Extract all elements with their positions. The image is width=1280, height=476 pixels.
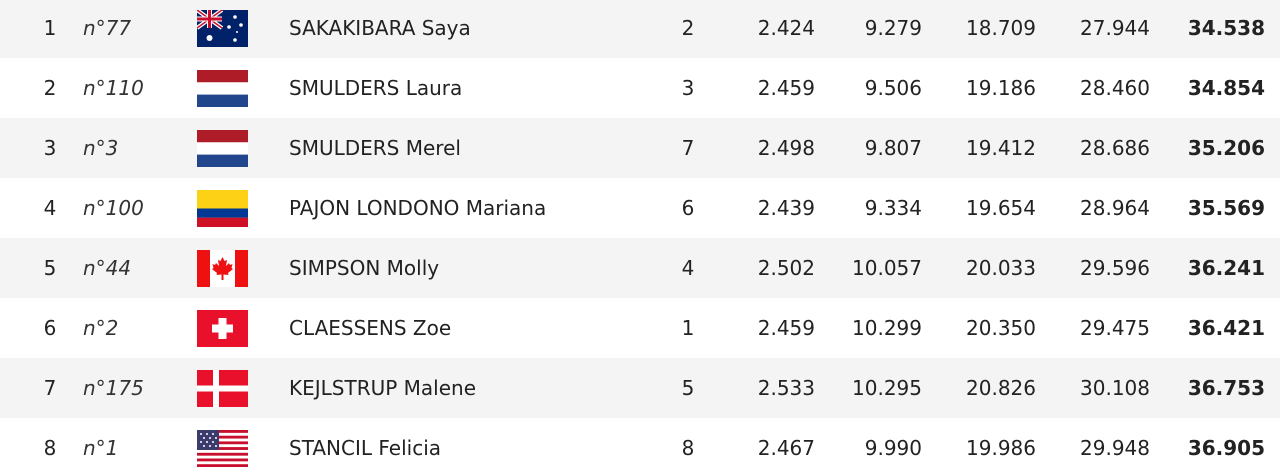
flag bbox=[197, 310, 248, 347]
split-time: 30.108 bbox=[1080, 376, 1150, 400]
flag bbox=[197, 250, 248, 287]
bib-number: n°110 bbox=[83, 76, 144, 100]
rank: 1 bbox=[43, 16, 57, 40]
flag bbox=[197, 130, 248, 167]
result-row: 3 n°3 SMULDERS Merel 7 2.498 9.807 19.412 28.68… bbox=[0, 118, 1280, 178]
rider-name: SMULDERS Merel bbox=[289, 136, 461, 160]
split-time: 10.299 bbox=[852, 316, 922, 340]
total-time: 34.854 bbox=[1187, 76, 1265, 100]
split-time: 2.498 bbox=[757, 136, 815, 160]
split-time: 9.807 bbox=[864, 136, 922, 160]
lane: 4 bbox=[681, 256, 695, 280]
split-time: 29.475 bbox=[1080, 316, 1150, 340]
split-time: 19.186 bbox=[966, 76, 1036, 100]
split-time: 28.686 bbox=[1080, 136, 1150, 160]
result-row: 1 n°77 SAKAKIBARA Saya 2 2.424 9.279 18.709 27.… bbox=[0, 0, 1280, 58]
split-time: 2.459 bbox=[757, 316, 815, 340]
rider-name: SIMPSON Molly bbox=[289, 256, 440, 280]
lane: 2 bbox=[681, 16, 695, 40]
bib-number: n°175 bbox=[83, 376, 144, 400]
total-time: 35.569 bbox=[1187, 196, 1265, 220]
rider-name: KEJLSTRUP Malene bbox=[289, 376, 477, 400]
split-time: 29.596 bbox=[1080, 256, 1150, 280]
total-time: 36.421 bbox=[1187, 316, 1265, 340]
result-row: 7 n°175 KEJLSTRUP Malene 5 2.533 10.295 20.826… bbox=[0, 358, 1280, 418]
bib-number: n°77 bbox=[83, 16, 132, 40]
split-time: 2.459 bbox=[757, 76, 815, 100]
split-time: 2.439 bbox=[757, 196, 815, 220]
bib-number: n°1 bbox=[83, 436, 119, 460]
total-time: 35.206 bbox=[1187, 136, 1265, 160]
split-time: 20.033 bbox=[966, 256, 1036, 280]
total-time: 36.241 bbox=[1187, 256, 1265, 280]
rank: 8 bbox=[43, 436, 57, 460]
total-time: 34.538 bbox=[1187, 16, 1265, 40]
lane: 3 bbox=[681, 76, 695, 100]
split-time: 29.948 bbox=[1080, 436, 1150, 460]
rider-name: CLAESSENS Zoe bbox=[289, 316, 452, 340]
split-time: 18.709 bbox=[966, 16, 1036, 40]
rank: 7 bbox=[43, 376, 57, 400]
rider-name: SAKAKIBARA Saya bbox=[289, 16, 471, 40]
flag bbox=[197, 190, 248, 227]
bib-number: n°3 bbox=[83, 136, 119, 160]
split-time: 10.057 bbox=[852, 256, 922, 280]
split-time: 19.986 bbox=[966, 436, 1036, 460]
split-time: 2.502 bbox=[757, 256, 815, 280]
split-time: 2.533 bbox=[757, 376, 815, 400]
split-time: 9.279 bbox=[864, 16, 922, 40]
split-time: 10.295 bbox=[852, 376, 922, 400]
lane: 5 bbox=[681, 376, 695, 400]
lane: 1 bbox=[681, 316, 695, 340]
lane: 8 bbox=[681, 436, 695, 460]
rank: 6 bbox=[43, 316, 57, 340]
split-time: 2.467 bbox=[757, 436, 815, 460]
lane: 7 bbox=[681, 136, 695, 160]
rank: 2 bbox=[43, 76, 57, 100]
flag bbox=[197, 430, 248, 467]
result-row: 6 n°2 CLAESSENS Zoe 1 2.459 10.299 20.350 29.47… bbox=[0, 298, 1280, 358]
split-time: 19.654 bbox=[966, 196, 1036, 220]
result-row: 8 n°1 STANCIL Felicia 8 2.467 9.990 19.986 29.9… bbox=[0, 418, 1280, 476]
total-time: 36.905 bbox=[1187, 436, 1265, 460]
rider-name: PAJON LONDONO Mariana bbox=[289, 196, 547, 220]
split-time: 20.350 bbox=[966, 316, 1036, 340]
bib-number: n°100 bbox=[83, 196, 144, 220]
split-time: 9.506 bbox=[864, 76, 922, 100]
split-time: 9.990 bbox=[864, 436, 922, 460]
rank: 4 bbox=[43, 196, 57, 220]
result-row: 4 n°100 PAJON LONDONO Mariana 6 2.439 9.334 19… bbox=[0, 178, 1280, 238]
split-time: 19.412 bbox=[966, 136, 1036, 160]
bib-number: n°2 bbox=[83, 316, 119, 340]
lane: 6 bbox=[681, 196, 695, 220]
result-row: 5 n°44 SIMPSON Molly 4 2.502 10.057 20.033 29.5… bbox=[0, 238, 1280, 298]
bib-number: n°44 bbox=[83, 256, 132, 280]
flag bbox=[197, 10, 248, 47]
result-row: 2 n°110 SMULDERS Laura 3 2.459 9.506 19.186 28.… bbox=[0, 58, 1280, 118]
split-time: 2.424 bbox=[757, 16, 815, 40]
split-time: 27.944 bbox=[1080, 16, 1150, 40]
split-time: 28.964 bbox=[1080, 196, 1150, 220]
rank: 5 bbox=[43, 256, 57, 280]
rider-name: SMULDERS Laura bbox=[289, 76, 463, 100]
rank: 3 bbox=[43, 136, 57, 160]
split-time: 9.334 bbox=[864, 196, 922, 220]
split-time: 20.826 bbox=[966, 376, 1036, 400]
flag bbox=[197, 370, 248, 407]
rider-name: STANCIL Felicia bbox=[289, 436, 442, 460]
total-time: 36.753 bbox=[1187, 376, 1265, 400]
flag bbox=[197, 70, 248, 107]
split-time: 28.460 bbox=[1080, 76, 1150, 100]
